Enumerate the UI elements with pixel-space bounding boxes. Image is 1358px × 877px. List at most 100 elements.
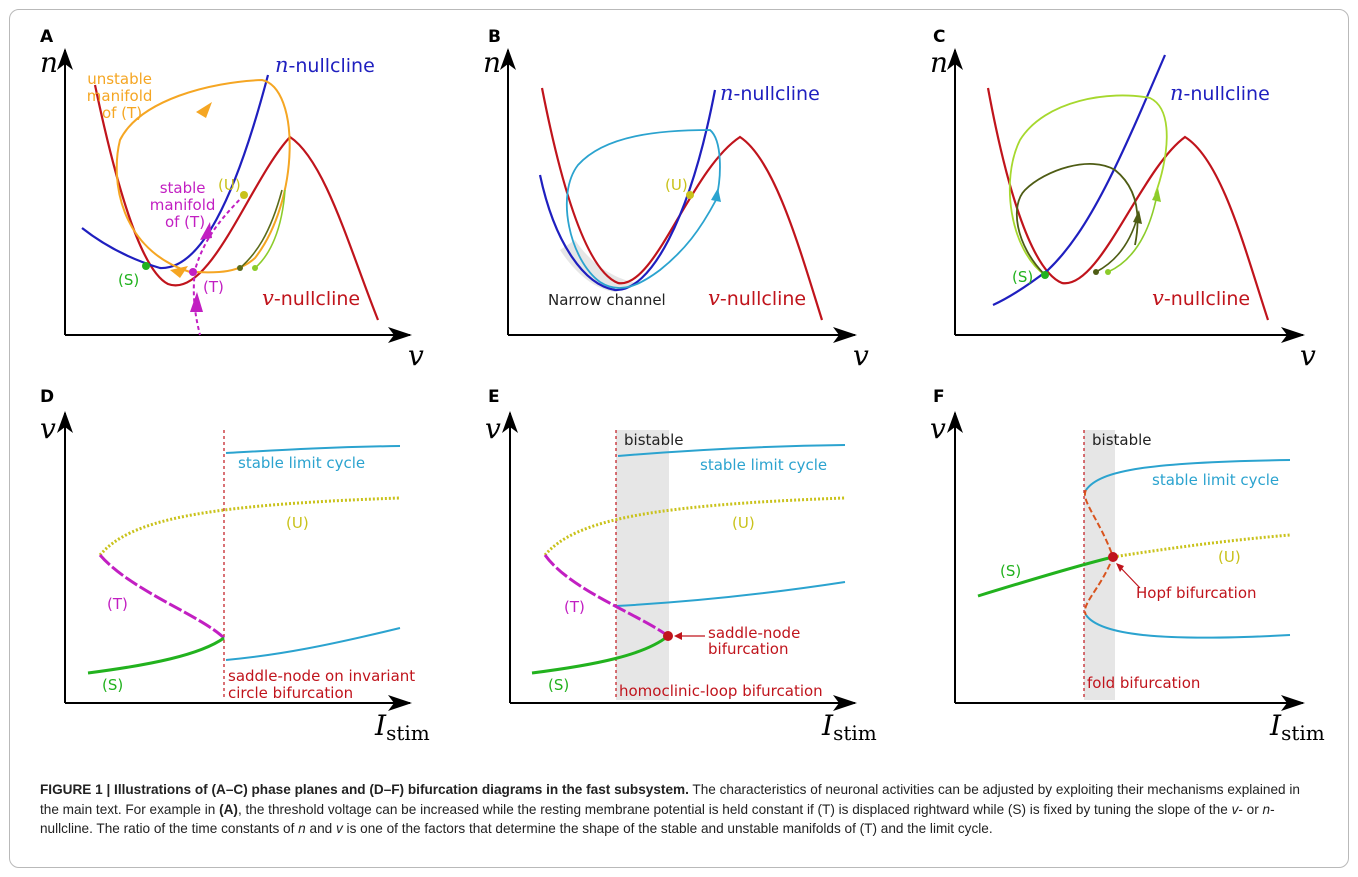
panel-b-point-u bbox=[686, 191, 694, 199]
panel-a-trajectory-2 bbox=[254, 189, 286, 269]
figure-plots: A n v unstable manifold of (T) stable bbox=[40, 27, 1325, 745]
panel-e-bistable-shade bbox=[616, 430, 669, 700]
panel-f-limit-label: stable limit cycle bbox=[1152, 471, 1279, 489]
panel-c-s-label: (S) bbox=[1012, 268, 1033, 286]
panel-a-axes bbox=[64, 50, 410, 336]
panel-e-stable-limit-upper bbox=[617, 444, 846, 457]
figure-frame bbox=[9, 9, 1349, 868]
panel-e-homoclinic-label: homoclinic-loop bifurcation bbox=[619, 682, 823, 700]
caption-text: , the threshold voltage can be increased… bbox=[237, 801, 1232, 817]
panel-e-t-label: (T) bbox=[564, 598, 585, 616]
panel-f-stable-limit-lower bbox=[1085, 614, 1291, 639]
caption-text: The characteristics of neuronal activiti… bbox=[40, 782, 1300, 817]
panel-d-u-branch bbox=[98, 496, 401, 556]
panel-f-label: F bbox=[933, 387, 945, 407]
panel-d-t-label: (T) bbox=[107, 595, 128, 613]
panel-c-yaxis-label: n bbox=[930, 46, 948, 79]
caption-var: n bbox=[298, 821, 306, 836]
caption-text: and bbox=[305, 821, 336, 836]
panel-e-u-branch bbox=[543, 496, 846, 556]
panel-c-label: C bbox=[933, 27, 945, 47]
panel-c-xaxis-label: v bbox=[1300, 339, 1316, 372]
panel-c-n-nullcline bbox=[992, 54, 1167, 307]
figure-caption: FIGURE 1 | Illustrations of (A–C) phase … bbox=[40, 780, 1320, 839]
panel-d-t-branch bbox=[98, 554, 226, 640]
panel-e-s-branch bbox=[531, 634, 669, 675]
panel-d-axes bbox=[64, 413, 410, 704]
panel-e-axes bbox=[509, 413, 855, 704]
panel-a-yaxis-label: n bbox=[40, 46, 58, 79]
panel-c-v-nullcline-label: v-nullcline bbox=[1152, 286, 1250, 310]
panel-e-sn-point bbox=[663, 631, 673, 641]
panel-e-bistable-label: bistable bbox=[624, 431, 684, 449]
panel-e-label: E bbox=[488, 387, 500, 407]
panel-d-stable-limit-lower bbox=[225, 627, 401, 661]
caption-var: n bbox=[1262, 801, 1271, 817]
panel-c-n-nullcline-label: n-nullcline bbox=[1170, 81, 1270, 105]
panel-e-sn-label: saddle-node bifurcation bbox=[708, 624, 805, 658]
panel-f-s-branch bbox=[977, 555, 1114, 598]
panel-d-stable-limit-upper bbox=[225, 445, 401, 454]
panel-e-t-branch bbox=[543, 554, 669, 638]
caption-var: v bbox=[1231, 801, 1239, 817]
panel-e-u-label: (U) bbox=[732, 514, 755, 532]
panel-b: B n v (U) Narrow channel n-nullcline v-n… bbox=[483, 27, 869, 372]
panel-d-s-branch bbox=[87, 636, 225, 675]
panel-a-unstable-label: unstable manifold of (T) bbox=[87, 70, 157, 122]
panel-e-xaxis-label: Istim bbox=[821, 709, 877, 745]
panel-b-channel-shade bbox=[560, 240, 640, 292]
panel-f-u-label: (U) bbox=[1218, 548, 1241, 566]
panel-a-u-label: (U) bbox=[218, 176, 241, 194]
panel-e-stable-limit-lower bbox=[615, 581, 846, 607]
panel-b-n-nullcline-label: n-nullcline bbox=[720, 81, 820, 105]
caption-title: FIGURE 1 | Illustrations of (A–C) phase … bbox=[40, 782, 689, 797]
panel-b-v-nullcline-label: v-nullcline bbox=[708, 286, 806, 310]
panel-c-orbit-inner bbox=[1015, 163, 1139, 276]
panel-a-stable-label: stable manifold of (T) bbox=[150, 179, 220, 231]
panel-f-hopf-label: Hopf bifurcation bbox=[1136, 584, 1257, 602]
panel-d-yaxis-label: v bbox=[40, 412, 56, 445]
panel-c-v-nullcline bbox=[986, 87, 1270, 321]
panel-f-u-branch bbox=[1112, 533, 1291, 559]
panel-d-bifurcation-label: saddle-node on invariant circle bifurcat… bbox=[228, 667, 420, 702]
panel-c: C n v (S) n-nullcline v-nullcline bbox=[930, 27, 1316, 372]
panel-a-xaxis-label: v bbox=[408, 339, 424, 372]
panel-a-stable-manifold bbox=[192, 194, 245, 336]
panel-a-label: A bbox=[40, 27, 54, 47]
caption-var: v bbox=[335, 821, 343, 836]
panel-f: F v Istim bistable stable limit cycle (U… bbox=[930, 387, 1325, 745]
panel-c-axes bbox=[954, 50, 1303, 336]
panel-b-n-nullcline bbox=[538, 89, 717, 292]
panel-f-stable-limit-upper bbox=[1085, 459, 1291, 491]
panel-c-trajectory-2 bbox=[1107, 194, 1158, 273]
panel-f-axes bbox=[954, 413, 1303, 704]
panel-d-u-label: (U) bbox=[286, 514, 309, 532]
panel-b-channel-label: Narrow channel bbox=[548, 291, 666, 309]
panel-c-point-s bbox=[1041, 271, 1049, 279]
panel-b-axes bbox=[507, 50, 855, 336]
panel-b-u-label: (U) bbox=[665, 176, 688, 194]
panel-f-s-label: (S) bbox=[1000, 562, 1021, 580]
caption-text: - or bbox=[1238, 801, 1263, 817]
panel-f-yaxis-label: v bbox=[930, 412, 946, 445]
panel-a-point-s bbox=[142, 262, 150, 270]
caption-ref: (A) bbox=[219, 801, 238, 817]
panel-b-xaxis-label: v bbox=[853, 339, 869, 372]
panel-d-xaxis-label: Istim bbox=[374, 709, 430, 745]
panel-c-orbit-outer bbox=[1009, 94, 1168, 276]
panel-b-yaxis-label: n bbox=[483, 46, 501, 79]
panel-c-trajectory-1 bbox=[1095, 214, 1139, 273]
panel-b-label: B bbox=[488, 27, 501, 47]
panel-a-v-nullcline bbox=[93, 84, 380, 321]
panel-a-t-label: (T) bbox=[203, 278, 224, 296]
panel-a-unstable-manifold bbox=[115, 78, 291, 274]
panel-b-v-nullcline bbox=[540, 87, 824, 321]
panel-f-fold-label: fold bifurcation bbox=[1087, 674, 1200, 692]
panel-d-limit-label: stable limit cycle bbox=[238, 454, 365, 472]
panel-b-limit-cycle bbox=[565, 129, 721, 289]
panel-a-v-nullcline-label: v-nullcline bbox=[262, 286, 360, 310]
panel-a: A n v unstable manifold of (T) stable bbox=[40, 27, 424, 372]
panel-a-s-label: (S) bbox=[118, 271, 139, 289]
panel-a-point-u bbox=[240, 191, 248, 199]
panel-e-limit-label: stable limit cycle bbox=[700, 456, 827, 474]
